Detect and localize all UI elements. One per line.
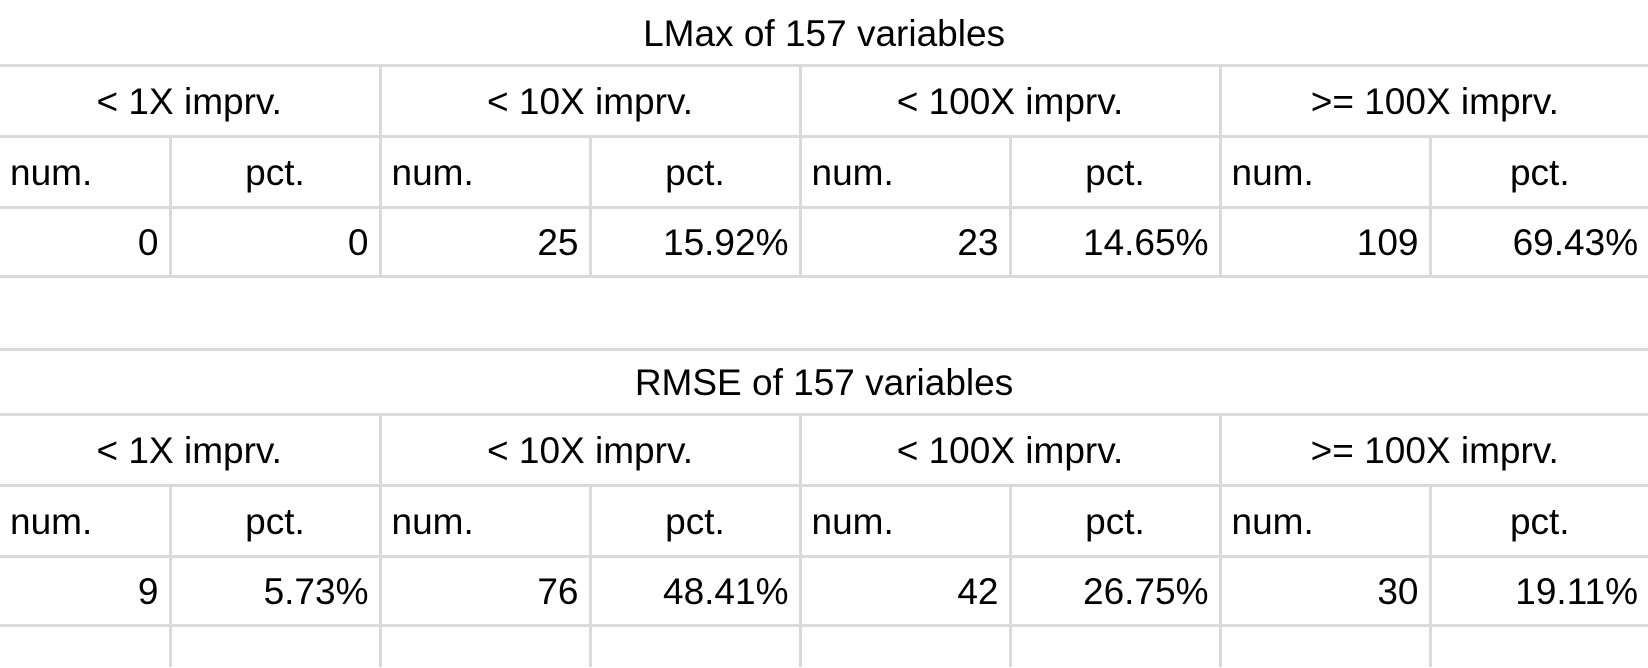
subheader-row: num. pct. num. pct. num. pct. num. pct. xyxy=(0,135,1648,209)
table-cell: 25 xyxy=(378,206,592,278)
column-header: num. xyxy=(0,135,172,209)
column-header: num. xyxy=(798,135,1012,209)
table-row: 9 5.73% 76 48.41% 42 26.75% 30 19.11% xyxy=(0,555,1648,627)
table-cell: 23 xyxy=(798,206,1012,278)
group-header: < 10X imprv. xyxy=(378,64,802,138)
table-cell: 69.43% xyxy=(1428,206,1648,278)
table-cell: 15.92% xyxy=(588,206,802,278)
table-title-row: LMax of 157 variables xyxy=(0,2,1648,67)
empty-cell xyxy=(378,624,592,667)
group-header: >= 100X imprv. xyxy=(1218,413,1648,487)
column-header: pct. xyxy=(1008,484,1222,558)
table-cell: 26.75% xyxy=(1008,555,1222,627)
column-header: num. xyxy=(0,484,172,558)
group-header-row: < 1X imprv. < 10X imprv. < 100X imprv. >… xyxy=(0,413,1648,487)
group-header: < 100X imprv. xyxy=(798,413,1222,487)
table-cell: 48.41% xyxy=(588,555,802,627)
column-header: num. xyxy=(1218,484,1432,558)
table-cell: 14.65% xyxy=(1008,206,1222,278)
group-header: >= 100X imprv. xyxy=(1218,64,1648,138)
table-title: LMax of 157 variables xyxy=(0,2,1648,67)
column-header: num. xyxy=(798,484,1012,558)
column-header: num. xyxy=(378,135,592,209)
column-header: pct. xyxy=(588,135,802,209)
empty-cell xyxy=(0,624,172,667)
lmax-table: LMax of 157 variables < 1X imprv. < 10X … xyxy=(0,2,1648,278)
table-title-row: RMSE of 157 variables xyxy=(0,348,1648,416)
empty-cell xyxy=(168,624,382,667)
empty-cell xyxy=(1218,624,1432,667)
column-header: pct. xyxy=(168,135,382,209)
table-cell: 9 xyxy=(0,555,172,627)
column-header: pct. xyxy=(1428,484,1648,558)
group-header: < 1X imprv. xyxy=(0,413,382,487)
table-row: 0 0 25 15.92% 23 14.65% 109 69.43% xyxy=(0,206,1648,278)
group-header: < 1X imprv. xyxy=(0,64,382,138)
group-header-row: < 1X imprv. < 10X imprv. < 100X imprv. >… xyxy=(0,64,1648,138)
column-header: pct. xyxy=(588,484,802,558)
table-title: RMSE of 157 variables xyxy=(0,348,1648,416)
table-cell: 76 xyxy=(378,555,592,627)
table-cell: 30 xyxy=(1218,555,1432,627)
column-header: num. xyxy=(1218,135,1432,209)
empty-cell xyxy=(588,624,802,667)
table-cell: 0 xyxy=(0,206,172,278)
table-cell: 109 xyxy=(1218,206,1432,278)
column-header: num. xyxy=(378,484,592,558)
column-header: pct. xyxy=(1428,135,1648,209)
empty-cell xyxy=(1428,624,1648,667)
table-cell: 19.11% xyxy=(1428,555,1648,627)
column-header: pct. xyxy=(1008,135,1222,209)
empty-cell xyxy=(1008,624,1222,667)
empty-row xyxy=(0,624,1648,667)
group-header: < 10X imprv. xyxy=(378,413,802,487)
empty-cell xyxy=(798,624,1012,667)
rmse-table: RMSE of 157 variables < 1X imprv. < 10X … xyxy=(0,348,1648,667)
group-header: < 100X imprv. xyxy=(798,64,1222,138)
table-cell: 0 xyxy=(168,206,382,278)
table-cell: 42 xyxy=(798,555,1012,627)
subheader-row: num. pct. num. pct. num. pct. num. pct. xyxy=(0,484,1648,558)
table-cell: 5.73% xyxy=(168,555,382,627)
column-header: pct. xyxy=(168,484,382,558)
